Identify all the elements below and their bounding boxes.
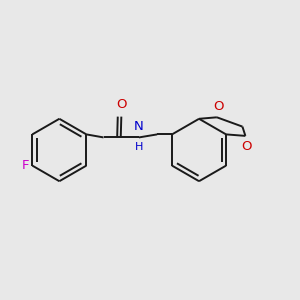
Text: O: O [241, 140, 252, 153]
Text: H: H [135, 142, 143, 152]
Text: O: O [213, 100, 223, 113]
Text: N: N [134, 120, 144, 133]
Text: F: F [21, 159, 29, 172]
Text: O: O [116, 98, 127, 111]
